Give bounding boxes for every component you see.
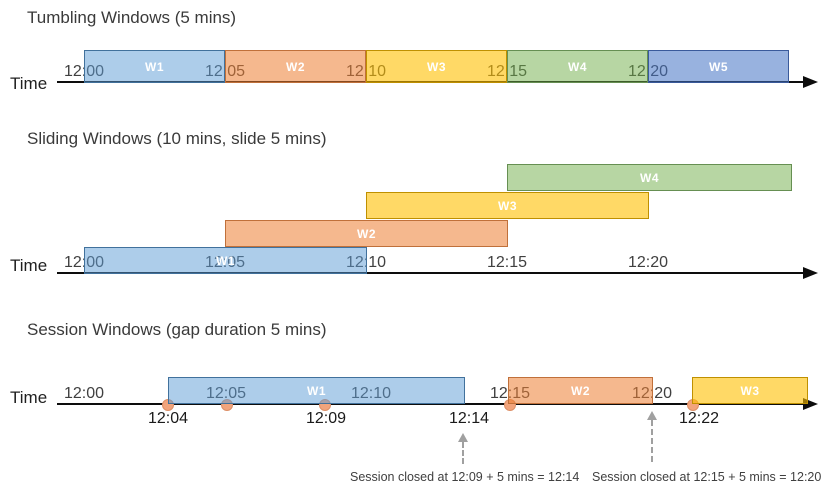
dashed-arrow-line bbox=[651, 420, 653, 462]
window-bar: W4 bbox=[507, 50, 648, 83]
window-bar: W2 bbox=[225, 220, 508, 247]
right-arrow-icon bbox=[803, 267, 818, 279]
window-bar: W4 bbox=[507, 164, 792, 191]
window-bar: W5 bbox=[648, 50, 789, 83]
section-title-session: Session Windows (gap duration 5 mins) bbox=[27, 320, 327, 339]
window-label: W3 bbox=[498, 198, 517, 213]
time-axis-label: Time bbox=[10, 74, 48, 93]
time-axis-label: Time bbox=[10, 388, 48, 407]
window-label: W3 bbox=[427, 59, 446, 74]
window-label: W3 bbox=[740, 383, 760, 398]
dashed-arrow-line bbox=[462, 442, 464, 464]
event-time-label: 12:14 bbox=[448, 410, 490, 427]
session-close-annotation: Session closed at 12:15 + 5 mins = 12:20 bbox=[592, 470, 822, 484]
window-label: W4 bbox=[640, 170, 659, 185]
window-bar: W1 bbox=[84, 247, 367, 274]
window-label: W1 bbox=[307, 383, 326, 398]
window-label: W2 bbox=[357, 226, 376, 241]
timeline bbox=[57, 403, 803, 405]
tick-label: 12:20 bbox=[627, 254, 669, 271]
tick-label: 12:00 bbox=[63, 385, 105, 402]
right-arrow-icon bbox=[803, 76, 818, 88]
window-label: W4 bbox=[568, 59, 587, 74]
event-time-label: 12:09 bbox=[305, 410, 347, 427]
window-bar: W3 bbox=[692, 377, 808, 404]
section-title-sliding: Sliding Windows (10 mins, slide 5 mins) bbox=[27, 129, 327, 148]
window-bar: W3 bbox=[366, 192, 649, 219]
window-label: W1 bbox=[145, 59, 164, 74]
tick-label: 12:15 bbox=[486, 254, 528, 271]
section-title-tumbling: Tumbling Windows (5 mins) bbox=[27, 8, 237, 27]
window-bar: W1 bbox=[168, 377, 465, 404]
time-axis-label: Time bbox=[10, 256, 48, 275]
window-label: W1 bbox=[216, 253, 235, 268]
window-label: W5 bbox=[709, 59, 728, 74]
window-bar: W2 bbox=[508, 377, 653, 404]
event-time-label: 12:04 bbox=[147, 410, 189, 427]
up-arrow-icon bbox=[458, 433, 468, 442]
timeline bbox=[57, 272, 803, 274]
window-bar: W3 bbox=[366, 50, 507, 83]
window-bar: W2 bbox=[225, 50, 366, 83]
session-close-annotation: Session closed at 12:09 + 5 mins = 12:14 bbox=[350, 470, 580, 484]
event-time-label: 12:22 bbox=[678, 410, 720, 427]
window-label: W2 bbox=[286, 59, 305, 74]
window-bar: W1 bbox=[84, 50, 225, 83]
window-label: W2 bbox=[571, 383, 590, 398]
up-arrow-icon bbox=[647, 411, 657, 420]
